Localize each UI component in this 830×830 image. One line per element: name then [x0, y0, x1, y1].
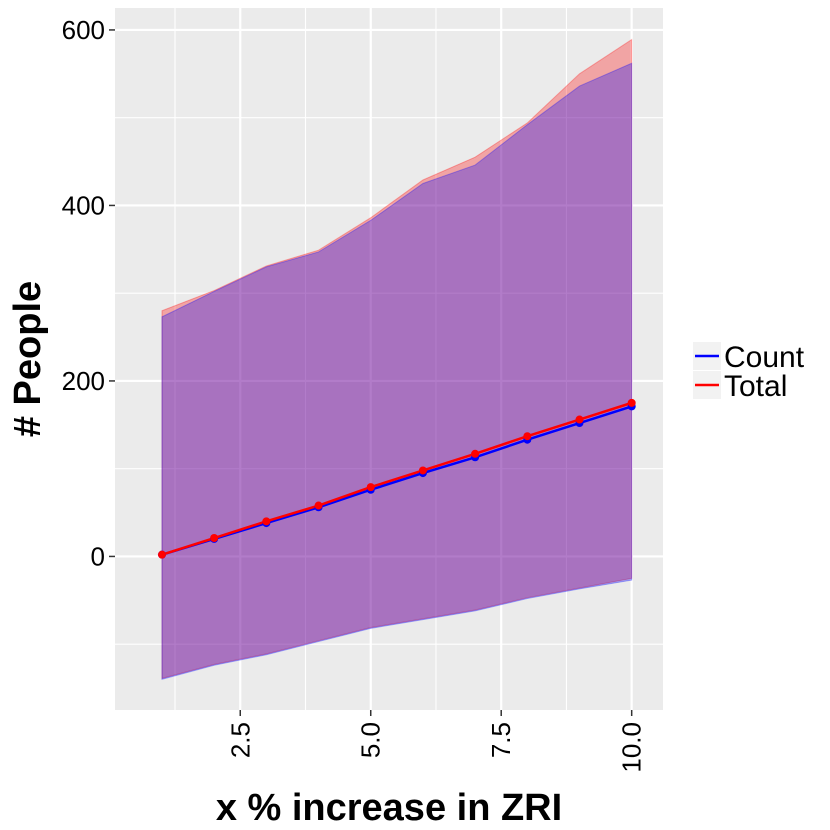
- series-points: [157, 398, 636, 559]
- x-tick-label: 2.5: [225, 722, 255, 758]
- x-tick-label: 10.0: [617, 722, 647, 773]
- point-total: [523, 432, 532, 441]
- grid-lines: [115, 8, 663, 710]
- point-total: [575, 415, 584, 424]
- y-tick-label: 600: [62, 15, 105, 45]
- point-total: [262, 517, 271, 526]
- axis-ticks: 0 200 400 600 2.5 5.0 7.5 10.0: [62, 15, 647, 773]
- point-total: [210, 534, 219, 543]
- x-axis-title: x % increase in ZRI: [216, 787, 562, 829]
- legend-label-total: Total: [724, 370, 787, 403]
- plot-panel: [115, 8, 663, 710]
- point-total: [314, 501, 323, 510]
- x-tick-label: 7.5: [486, 722, 516, 758]
- line-total: [161, 401, 633, 556]
- line-count: [161, 405, 633, 556]
- y-tick-label: 200: [62, 366, 105, 396]
- point-total: [471, 449, 480, 458]
- point-total: [418, 466, 427, 475]
- ribbon-count: [161, 62, 633, 680]
- legend-label-count: Count: [724, 341, 805, 374]
- point-total: [627, 398, 636, 407]
- y-tick-label: 400: [62, 190, 105, 220]
- y-tick-label: 0: [91, 541, 105, 571]
- series-lines: [161, 401, 633, 556]
- y-axis-title: # People: [7, 281, 49, 437]
- point-total: [366, 483, 375, 492]
- x-tick-label: 5.0: [356, 722, 386, 758]
- point-total: [157, 550, 166, 559]
